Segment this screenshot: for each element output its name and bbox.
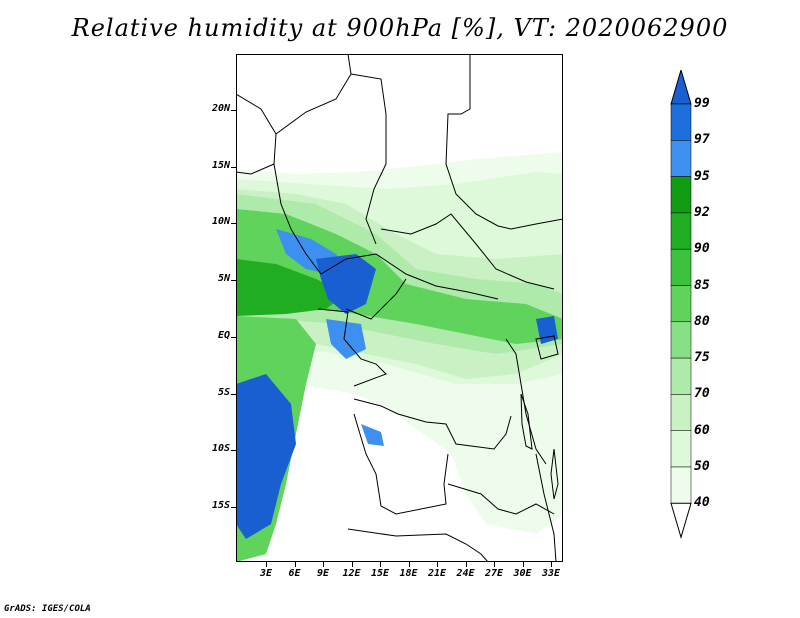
- border-car: [320, 253, 499, 300]
- colorbar-label: 70: [694, 386, 710, 402]
- lat-tick: [231, 506, 236, 508]
- colorbar-segment: [670, 321, 692, 359]
- colorbar-label: 90: [694, 241, 710, 257]
- colorbar-segment: [670, 357, 692, 395]
- lake-tanganyika: [520, 393, 533, 450]
- border-gabon: [317, 308, 387, 387]
- lat-label: 15N: [211, 159, 230, 171]
- colorbar-segment: [670, 212, 692, 250]
- colorbar-segment: [670, 176, 692, 214]
- lon-label: 15E: [370, 568, 390, 579]
- colorbar-segment: [670, 140, 692, 177]
- colorbar-bottom-triangle: [670, 502, 692, 540]
- lat-tick: [231, 110, 236, 111]
- border-zambia: [447, 483, 555, 515]
- credit-label: GrADS: IGES/COLA: [4, 604, 91, 614]
- map-border: [236, 54, 563, 562]
- colorbar-label: 97: [694, 132, 710, 148]
- lat-label: EQ: [217, 329, 230, 341]
- colorbar-label: 92: [694, 204, 710, 220]
- lon-tick: [323, 562, 324, 567]
- colorbar-segment: [670, 394, 692, 431]
- colorbar-segment: [670, 285, 692, 323]
- border-moz: [535, 453, 557, 562]
- border-east-lakes: [505, 338, 547, 465]
- colorbar-label: 80: [694, 313, 710, 329]
- lat-label: 5S: [217, 386, 230, 398]
- lon-label: 12E: [342, 568, 361, 579]
- lake-malawi: [550, 448, 559, 500]
- lat-tick: [231, 166, 236, 168]
- border-sudan-south: [380, 213, 555, 290]
- colorbar-segment: [670, 430, 692, 468]
- colorbar-label: 50: [694, 459, 710, 474]
- lon-label: 33E: [541, 568, 561, 579]
- lon-tick: [380, 562, 381, 567]
- colorbar-label: 60: [694, 422, 710, 438]
- lon-label: 30E: [513, 568, 532, 579]
- lat-tick: [231, 336, 236, 338]
- shade-80: [236, 209, 563, 344]
- lat-tick: [231, 280, 236, 282]
- border-drc-angola: [353, 398, 512, 450]
- humidity-map: [236, 54, 563, 562]
- lon-tick: [408, 562, 410, 567]
- border-namibia: [347, 528, 489, 562]
- lon-tick: [351, 562, 353, 567]
- lon-label: 6E: [288, 568, 301, 579]
- colorbar-segment: [670, 466, 692, 504]
- lon-tick: [266, 562, 267, 567]
- shade-coast-99: [236, 374, 296, 539]
- lon-tick: [294, 562, 296, 567]
- colorbar-segment: [670, 248, 692, 286]
- colorbar-segment: [670, 103, 692, 141]
- border-congo-drc: [345, 278, 407, 320]
- border-chad-sudan: [350, 73, 387, 245]
- lat-label: 10N: [211, 216, 230, 228]
- border-libya-egypt: [445, 54, 563, 230]
- lon-label: 24E: [456, 568, 475, 579]
- lat-tick: [231, 450, 236, 452]
- colorbar-label: 85: [694, 277, 710, 293]
- colorbar-label: 75: [694, 350, 710, 366]
- lon-label: 18E: [399, 568, 418, 579]
- shade-90: [236, 259, 346, 316]
- lat-tick: [231, 393, 236, 395]
- lon-tick: [494, 562, 495, 567]
- shade-gabon-97: [326, 319, 366, 359]
- lat-label: 15S: [211, 499, 230, 511]
- shade-cameroon-99: [316, 254, 376, 314]
- lat-label: 10S: [211, 443, 230, 455]
- lon-label: 3E: [259, 568, 273, 579]
- border-sahara: [236, 93, 277, 175]
- map-title: Relative humidity at 900hPa [%], VT: 202…: [71, 14, 729, 42]
- colorbar-top-triangle: [670, 70, 692, 105]
- colorbar-label: 95: [694, 168, 710, 184]
- border-niger-chad: [275, 54, 352, 135]
- lon-tick: [522, 562, 524, 567]
- lake-victoria: [535, 335, 559, 360]
- lat-label: 5N: [217, 273, 230, 285]
- lon-tick: [465, 562, 467, 567]
- shade-lakes-99: [536, 316, 558, 344]
- colorbar-label: 40: [694, 495, 710, 511]
- lat-label: 20N: [211, 103, 230, 114]
- country-borders: [236, 54, 563, 562]
- lon-label: 27E: [484, 568, 504, 579]
- lon-label: 9E: [316, 568, 330, 579]
- colorbar: [670, 70, 692, 540]
- lon-tick: [551, 562, 552, 567]
- lon-tick: [437, 562, 438, 567]
- lon-label: 21E: [427, 568, 447, 579]
- border-angola-south: [353, 413, 449, 515]
- humidity-shading: [236, 152, 563, 562]
- colorbar-label: 99: [694, 96, 710, 111]
- shade-angola-97: [361, 424, 384, 446]
- border-nigeria-cameroon: [273, 163, 322, 275]
- lat-tick: [231, 223, 236, 225]
